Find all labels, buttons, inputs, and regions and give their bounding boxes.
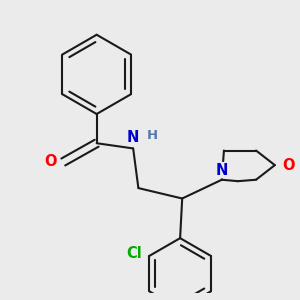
Text: O: O [44, 154, 57, 169]
Text: H: H [147, 129, 158, 142]
Text: N: N [127, 130, 140, 145]
Text: O: O [282, 158, 295, 172]
Text: Cl: Cl [126, 246, 142, 261]
Text: N: N [216, 163, 228, 178]
